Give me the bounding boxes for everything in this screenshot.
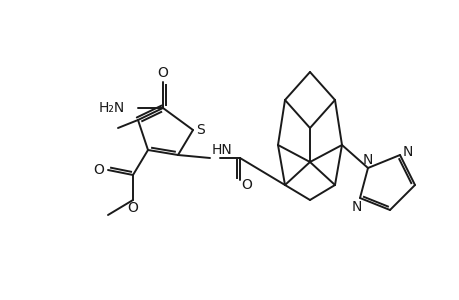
- Text: N: N: [362, 153, 372, 167]
- Text: HN: HN: [212, 143, 232, 157]
- Text: H₂N: H₂N: [99, 101, 125, 115]
- Text: O: O: [241, 178, 252, 192]
- Text: N: N: [351, 200, 361, 214]
- Text: O: O: [157, 66, 168, 80]
- Text: O: O: [93, 163, 104, 177]
- Text: N: N: [402, 145, 412, 159]
- Text: S: S: [196, 123, 205, 137]
- Text: O: O: [127, 201, 138, 215]
